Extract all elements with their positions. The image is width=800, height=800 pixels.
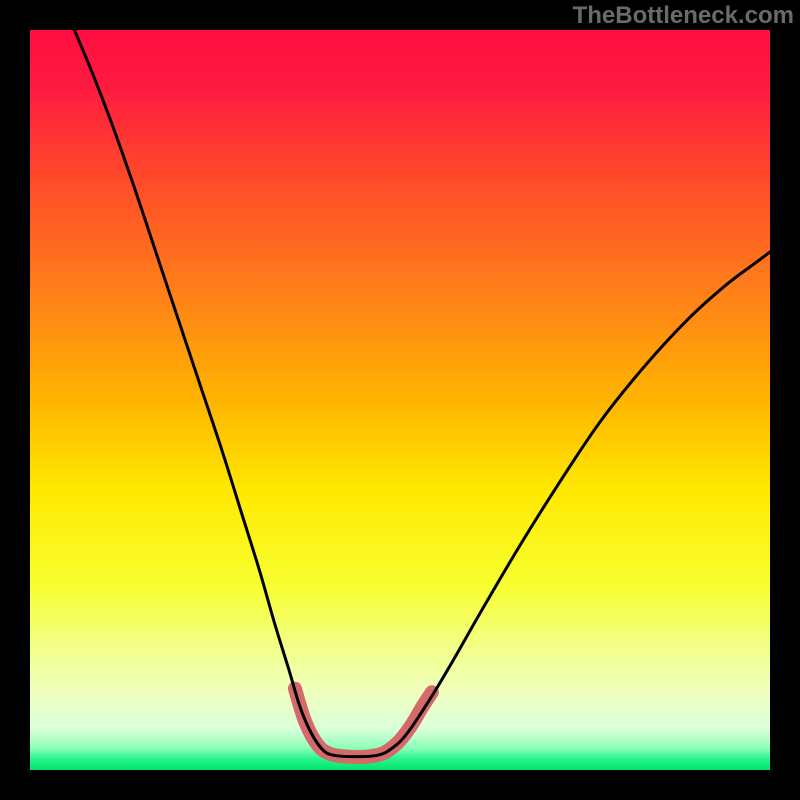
- chart-svg: [0, 0, 800, 800]
- chart-canvas: TheBottleneck.com: [0, 0, 800, 800]
- gradient-background: [30, 30, 770, 770]
- watermark-text: TheBottleneck.com: [573, 2, 794, 30]
